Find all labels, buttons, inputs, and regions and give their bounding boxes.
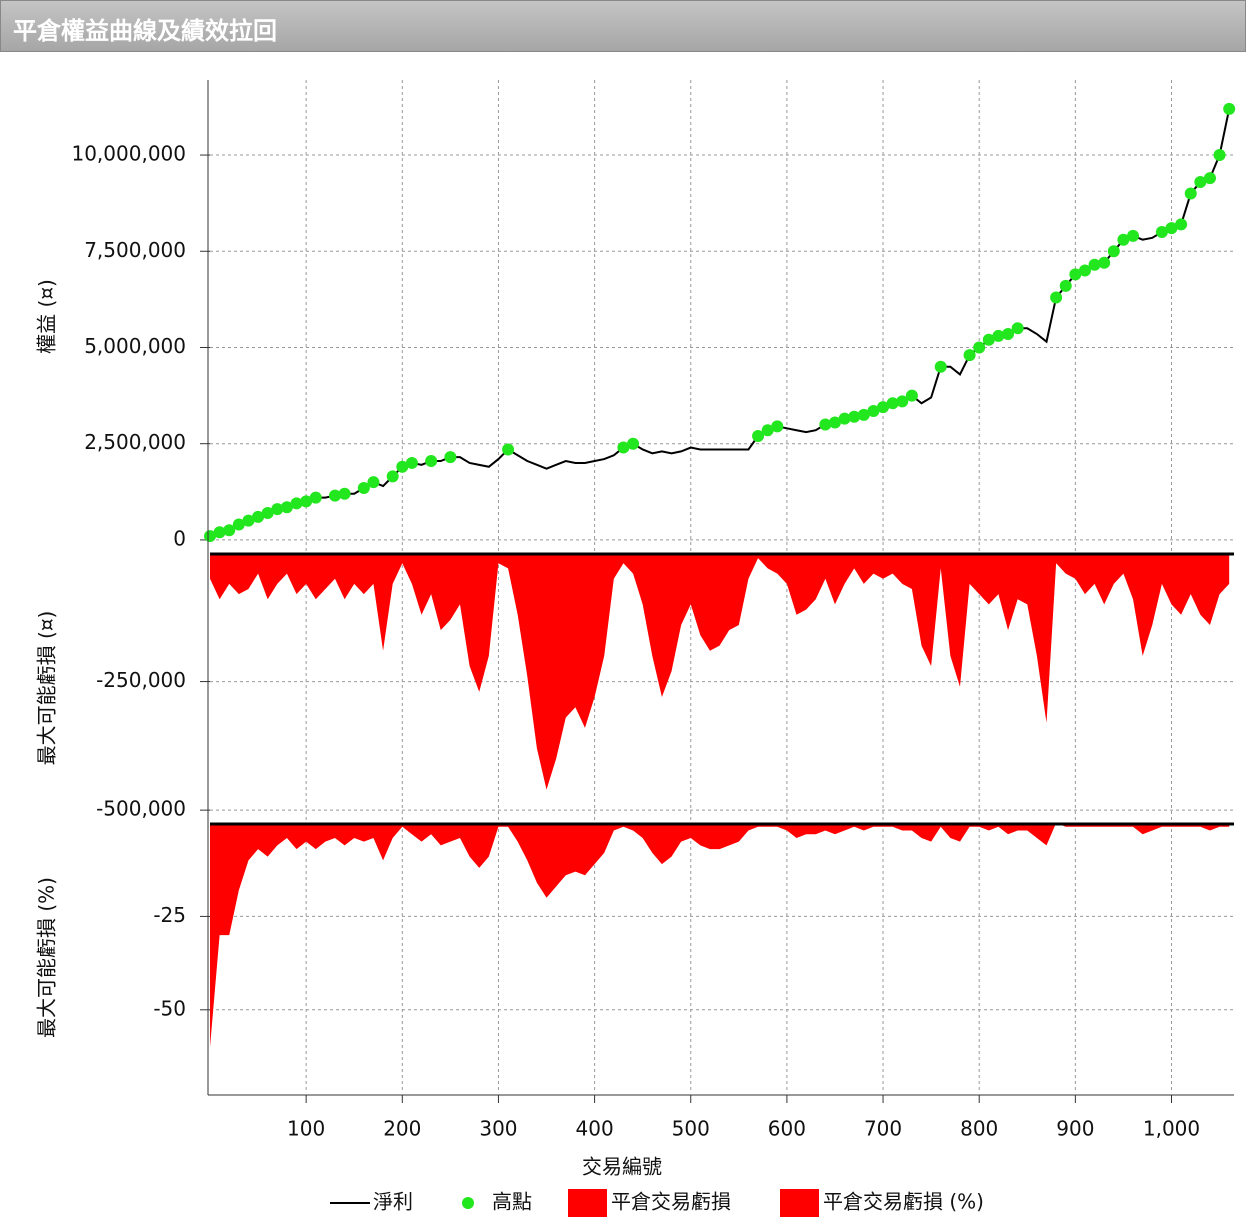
- x-tick-label: 500: [672, 1117, 710, 1141]
- high-point: [819, 418, 832, 431]
- legend-label: 淨利: [373, 1190, 413, 1214]
- y-tick-label: 7,500,000: [84, 238, 186, 262]
- high-point: [1223, 102, 1236, 115]
- high-point: [992, 329, 1005, 342]
- x-tick-label: 1,000: [1143, 1117, 1200, 1141]
- legend-swatch: [568, 1189, 607, 1217]
- high-point: [502, 443, 515, 456]
- high-point: [1155, 226, 1168, 239]
- high-point: [405, 456, 418, 469]
- legend-label: 平倉交易虧損: [611, 1190, 731, 1214]
- high-point: [1213, 149, 1226, 162]
- high-point: [425, 455, 438, 468]
- high-point: [242, 514, 255, 527]
- high-point: [963, 349, 976, 362]
- high-point: [617, 441, 630, 454]
- high-point: [444, 451, 457, 464]
- high-point: [396, 460, 409, 473]
- high-point: [848, 410, 861, 423]
- high-point: [905, 389, 918, 402]
- y-tick-label: 10,000,000: [71, 142, 186, 166]
- drawdown-area: [210, 553, 1230, 790]
- legend-label: 平倉交易虧損 (%): [823, 1190, 984, 1214]
- high-point: [367, 476, 380, 489]
- high-point: [1098, 256, 1111, 269]
- x-tick-label: 900: [1056, 1117, 1094, 1141]
- high-point: [328, 489, 341, 502]
- y-tick-label: 5,000,000: [84, 334, 186, 358]
- y-tick-label: 0: [173, 526, 186, 550]
- high-point: [982, 333, 995, 346]
- legend-swatch: [780, 1189, 819, 1217]
- high-point: [1127, 229, 1140, 242]
- high-point: [973, 341, 986, 354]
- y-axis-label: 最大可能虧損 (¤): [35, 611, 59, 766]
- title: 平倉權益曲線及績效拉回: [13, 17, 277, 45]
- high-point: [1184, 187, 1197, 200]
- high-point: [204, 530, 216, 543]
- high-point: [232, 518, 245, 531]
- high-point: [838, 412, 851, 425]
- high-point: [1117, 233, 1130, 246]
- high-point: [309, 491, 322, 504]
- high-point: [357, 481, 370, 494]
- x-tick-label: 400: [576, 1117, 614, 1141]
- high-point: [338, 487, 351, 500]
- high-point: [213, 526, 226, 539]
- y-tick-label: -500,000: [96, 797, 186, 821]
- high-point: [1002, 328, 1015, 341]
- high-point: [271, 503, 284, 516]
- high-point: [828, 416, 841, 429]
- legend-label: 高點: [492, 1190, 532, 1214]
- x-tick-label: 300: [479, 1117, 517, 1141]
- high-point: [261, 506, 274, 519]
- high-point: [857, 408, 870, 421]
- high-point: [1069, 268, 1082, 281]
- high-point: [1059, 279, 1072, 292]
- y-tick-label: -250,000: [96, 668, 186, 692]
- high-point: [877, 401, 890, 414]
- x-tick-label: 600: [768, 1117, 806, 1141]
- high-point: [761, 424, 774, 437]
- equity-line: [209, 108, 1231, 537]
- high-point: [252, 510, 265, 523]
- x-axis-label: 交易編號: [582, 1155, 662, 1179]
- x-tick-label: 200: [383, 1117, 421, 1141]
- high-point: [1088, 258, 1101, 271]
- x-tick-label: 100: [287, 1117, 325, 1141]
- x-tick-label: 700: [864, 1117, 902, 1141]
- high-point: [752, 430, 765, 443]
- high-point: [1194, 175, 1207, 188]
- high-point: [1011, 322, 1024, 335]
- y-axis-label: 最大可能虧損 (%): [35, 877, 59, 1038]
- high-point: [1078, 264, 1091, 277]
- high-point: [1165, 222, 1178, 235]
- high-point: [896, 395, 909, 408]
- high-point: [386, 470, 399, 483]
- high-point: [627, 437, 640, 450]
- y-tick-label: 2,500,000: [84, 430, 186, 454]
- y-tick-label: -25: [153, 903, 186, 927]
- high-point: [223, 524, 236, 537]
- y-axis-label: 權益 (¤): [35, 279, 59, 354]
- drawdown-area: [210, 823, 1230, 1048]
- high-point: [280, 501, 293, 514]
- high-point: [771, 420, 784, 433]
- high-point: [1107, 245, 1120, 258]
- x-tick-label: 800: [960, 1117, 998, 1141]
- high-point: [934, 360, 947, 373]
- high-point: [1050, 291, 1063, 304]
- high-point: [1175, 218, 1188, 231]
- high-point: [886, 397, 899, 410]
- high-point: [867, 404, 880, 417]
- legend-swatch: [462, 1197, 474, 1209]
- high-point: [1203, 172, 1216, 185]
- y-tick-label: -50: [153, 996, 186, 1020]
- title-bar: 平倉權益曲線及績效拉回: [0, 0, 1246, 52]
- high-point: [300, 495, 313, 508]
- high-point: [290, 497, 303, 510]
